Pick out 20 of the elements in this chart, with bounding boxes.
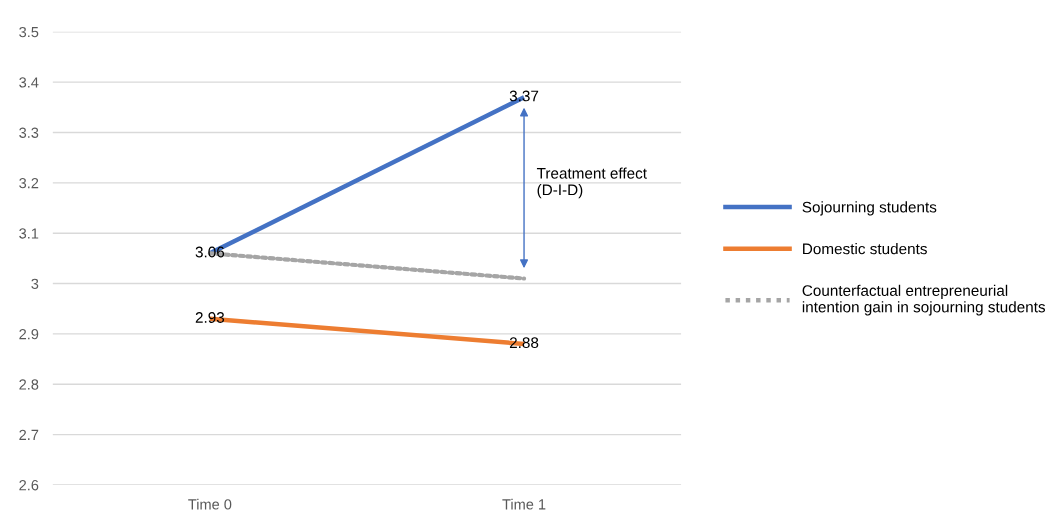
legend-label: Sojourning students: [802, 201, 937, 216]
x-tick-label: Time 1: [502, 498, 546, 510]
legend-label: Domestic students: [803, 243, 927, 255]
y-tick-label: 3: [31, 278, 39, 289]
data-label: 2.93: [195, 312, 225, 323]
x-tick-label: Time 0: [188, 498, 232, 510]
y-tick-label: 3.1: [19, 228, 39, 239]
y-tick-label: 3.4: [19, 77, 39, 88]
data-label: 3.06: [195, 246, 225, 258]
y-tick-label: 2.8: [19, 379, 39, 390]
legend-label: Counterfactual entrepreneurial intention gain in sojourning students: [802, 284, 1046, 316]
data-label: 2.88: [509, 337, 539, 349]
y-tick-label: 3.3: [19, 127, 39, 138]
y-tick-label: 3.2: [19, 177, 39, 189]
y-tick-label: 2.6: [19, 480, 39, 491]
annotation: Treatment effect (D-I-D): [536, 167, 647, 199]
y-tick-label: 2.7: [19, 429, 39, 440]
y-tick-label: 3.5: [19, 26, 39, 38]
y-tick-label: 2.9: [19, 329, 39, 340]
data-label: 3.37: [509, 90, 539, 102]
